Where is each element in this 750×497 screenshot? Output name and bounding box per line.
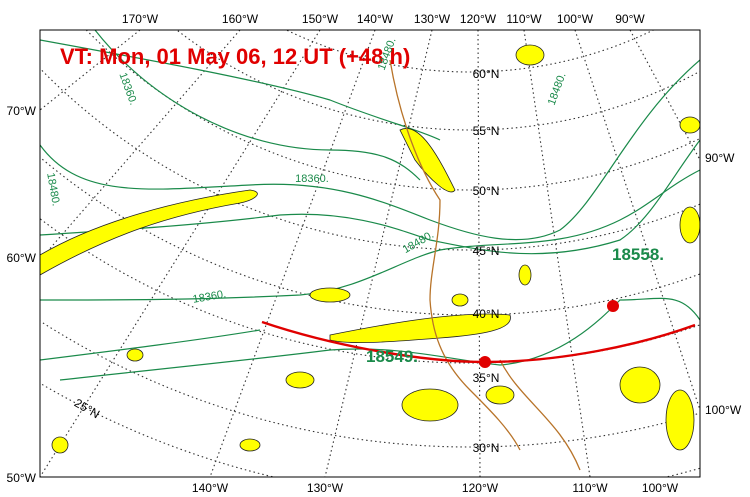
bottom-label: 140°W xyxy=(192,481,229,495)
latitude-label: 60°N xyxy=(473,67,500,81)
top-label: 150°W xyxy=(302,12,339,26)
right-label: 90°W xyxy=(705,151,735,165)
max-marker xyxy=(479,356,491,368)
shaded-features xyxy=(40,44,700,454)
latitude-label: 40°N xyxy=(473,307,500,321)
ridge-value: 18549. xyxy=(366,347,418,366)
height-contours xyxy=(40,30,700,381)
max-marker xyxy=(607,300,619,312)
left-label: 70°W xyxy=(7,104,37,118)
frame xyxy=(39,29,701,478)
latitude-label: 55°N xyxy=(473,124,500,138)
top-label: 170°W xyxy=(122,12,159,26)
ridge-value: 18558. xyxy=(612,245,664,264)
top-label: 140°W xyxy=(357,12,394,26)
title: VT: Mon, 01 May 06, 12 UT (+48 h) xyxy=(60,44,410,69)
left-label: 50°W xyxy=(7,471,37,485)
top-label: 100°W xyxy=(557,12,594,26)
right-label: 100°W xyxy=(705,403,742,417)
top-label: 120°W xyxy=(460,12,497,26)
left-label: 60°W xyxy=(7,251,37,265)
bottom-label: 130°W xyxy=(307,481,344,495)
latitude-label: 50°N xyxy=(473,184,500,198)
contour-label: 18480. xyxy=(44,172,62,207)
bottom-label: 110°W xyxy=(572,481,608,495)
latitude-label: 45°N xyxy=(473,244,500,258)
bottom-label: 100°W xyxy=(642,481,679,495)
top-label: 160°W xyxy=(222,12,259,26)
latitude-label: 30°N xyxy=(473,441,500,455)
top-label: 110°W xyxy=(506,12,542,26)
contour-label: 18360. xyxy=(192,288,227,306)
contour-label: 18360. xyxy=(295,173,329,185)
coastline xyxy=(389,59,581,471)
top-label: 90°W xyxy=(615,12,645,26)
latitude-label: 35°N xyxy=(473,371,500,385)
top-label: 130°W xyxy=(414,12,451,26)
bottom-label: 120°W xyxy=(462,481,499,495)
